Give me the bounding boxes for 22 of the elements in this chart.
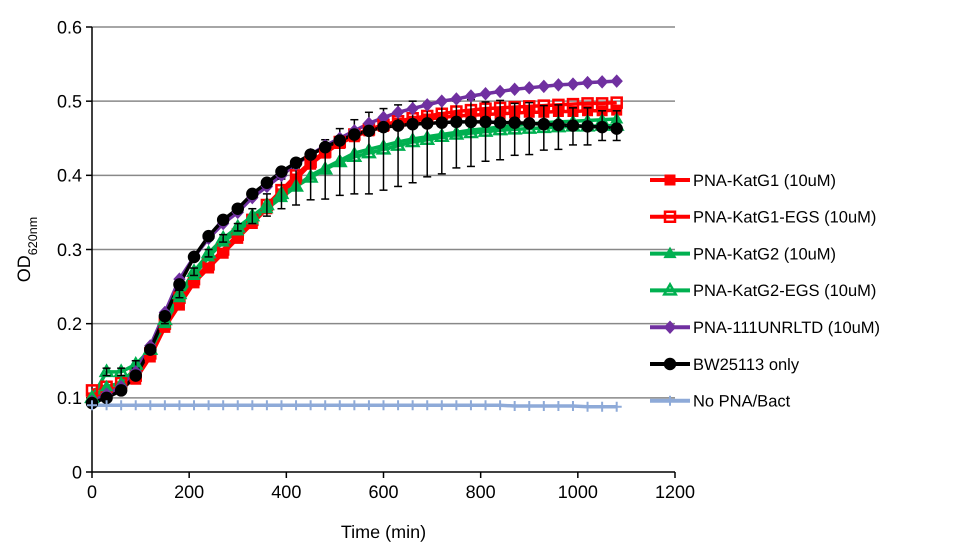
legend-label: PNA-KatG1 (10uM) bbox=[693, 172, 836, 190]
legend-label: PNA-KatG2 (10uM) bbox=[693, 245, 836, 264]
legend-label: PNA-111UNRLTD (10uM) bbox=[693, 318, 880, 337]
x-axis-title: Time (min) bbox=[340, 522, 426, 542]
x-tick-label: 600 bbox=[368, 482, 399, 502]
legend-label: PNA-KatG2-EGS (10uM) bbox=[693, 282, 876, 300]
y-tick-label: 0.3 bbox=[56, 240, 82, 260]
y-tick-label: 0.1 bbox=[56, 388, 82, 408]
x-tick-label: 0 bbox=[86, 482, 98, 502]
legend-label: BW25113 only bbox=[693, 356, 800, 374]
x-tick-label: 400 bbox=[271, 482, 302, 502]
y-tick-label: 0.2 bbox=[56, 314, 82, 334]
x-tick-label: 1200 bbox=[654, 482, 696, 502]
y-tick-label: 0.6 bbox=[56, 17, 82, 38]
y-tick-label: 0.4 bbox=[56, 166, 82, 186]
x-tick-label: 200 bbox=[174, 482, 204, 502]
x-tick-label: 800 bbox=[466, 482, 496, 502]
y-tick-label: 0 bbox=[72, 462, 82, 482]
x-tick-label: 1000 bbox=[558, 482, 598, 502]
y-tick-label: 0.5 bbox=[56, 91, 82, 112]
legend-label: No PNA/Bact bbox=[693, 392, 791, 411]
legend-label: PNA-KatG1-EGS (10uM) bbox=[693, 208, 876, 227]
